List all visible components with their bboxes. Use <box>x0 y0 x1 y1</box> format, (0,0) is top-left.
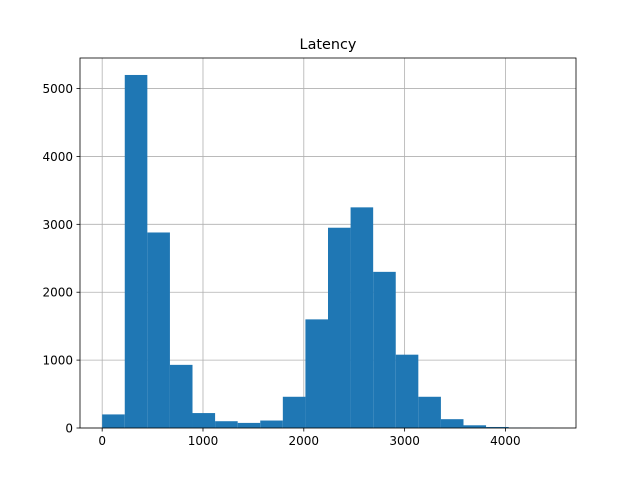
histogram-bar <box>124 74 148 429</box>
histogram-bar <box>102 414 125 428</box>
y-tick-label: 0 <box>65 422 73 436</box>
histogram-bar <box>440 419 464 428</box>
y-tick-label: 5000 <box>42 82 73 96</box>
x-tick-label: 4000 <box>490 434 521 448</box>
histogram-bar <box>373 271 396 428</box>
histogram-bar <box>350 207 374 428</box>
histogram-bar <box>395 354 419 428</box>
histogram-bar <box>486 426 509 428</box>
histogram-bar <box>260 420 283 428</box>
histogram-bar <box>215 421 238 428</box>
histogram-bar <box>328 227 351 428</box>
histogram-bar <box>237 422 261 428</box>
y-tick-label: 2000 <box>42 286 73 300</box>
y-tick-label: 1000 <box>42 354 73 368</box>
histogram-bar <box>305 319 328 428</box>
histogram-bar <box>192 413 216 428</box>
y-tick-label: 4000 <box>42 150 73 164</box>
histogram-bar <box>418 396 441 428</box>
histogram-bar <box>282 396 306 428</box>
y-tick-label: 3000 <box>42 218 73 232</box>
histogram-bars <box>102 74 554 429</box>
histogram-bar <box>147 232 170 428</box>
x-tick-label: 1000 <box>188 434 219 448</box>
x-tick-label: 2000 <box>289 434 320 448</box>
x-tick-label: 0 <box>98 434 106 448</box>
plot-frame <box>79 57 577 429</box>
chart-title: Latency <box>300 37 357 53</box>
axis-ticks: 0 1000 2000 3000 4000 0 1000 2000 3000 4000 5000 <box>42 82 520 448</box>
x-tick-label: 3000 <box>389 434 420 448</box>
histogram-bar <box>169 364 193 428</box>
histogram-bar <box>463 425 487 428</box>
